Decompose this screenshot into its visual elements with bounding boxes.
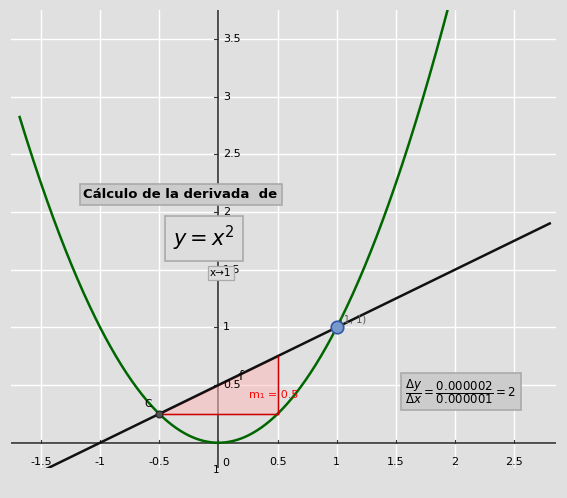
Text: 3: 3 (223, 92, 230, 102)
Text: f: f (239, 371, 243, 383)
Text: C: C (145, 399, 152, 409)
Text: $\dfrac{\Delta y}{\Delta x} = \dfrac{0.000002}{0.000001} = 2$: $\dfrac{\Delta y}{\Delta x} = \dfrac{0.0… (405, 377, 517, 406)
Text: 1.5: 1.5 (387, 457, 405, 467)
Text: -0.5: -0.5 (149, 457, 170, 467)
Text: 0: 0 (222, 458, 229, 468)
Text: 1: 1 (213, 465, 219, 475)
Text: x→1: x→1 (210, 268, 232, 278)
Text: -1.5: -1.5 (30, 457, 52, 467)
Text: 0.5: 0.5 (223, 380, 241, 390)
Text: 1.5: 1.5 (223, 264, 241, 274)
Text: 1: 1 (333, 457, 340, 467)
Text: m₁ = 0.5: m₁ = 0.5 (249, 390, 299, 400)
Text: Cálculo de la derivada  de: Cálculo de la derivada de (83, 188, 278, 201)
Text: $\mathit{y = x^2}$: $\mathit{y = x^2}$ (174, 224, 235, 253)
Text: 2: 2 (451, 457, 459, 467)
Polygon shape (159, 356, 278, 414)
Text: (1, 1): (1, 1) (340, 315, 366, 325)
Text: -1: -1 (95, 457, 105, 467)
Text: 2.5: 2.5 (505, 457, 523, 467)
Text: 3.5: 3.5 (223, 34, 241, 44)
Text: 2.5: 2.5 (223, 149, 241, 159)
Text: 0.5: 0.5 (269, 457, 286, 467)
Text: 2: 2 (223, 207, 230, 217)
Text: 1: 1 (223, 322, 230, 332)
